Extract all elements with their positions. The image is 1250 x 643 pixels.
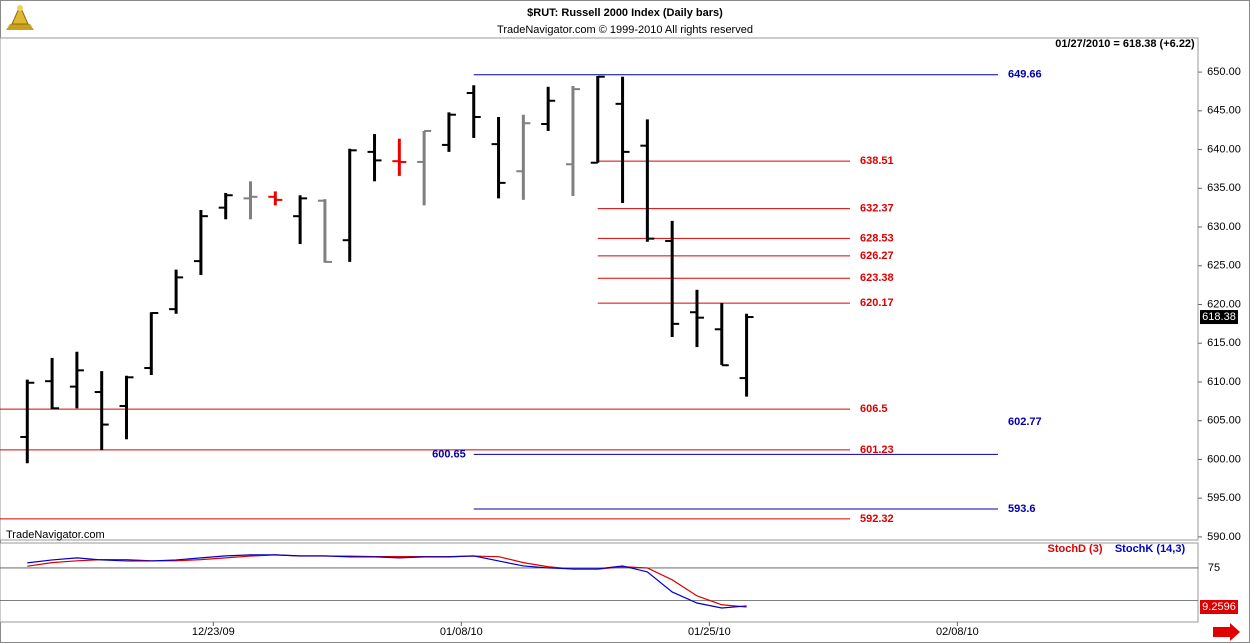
y-tick-label: 620.00 <box>1207 298 1241 310</box>
chart-subtitle: TradeNavigator.com © 1999-2010 All right… <box>497 24 753 36</box>
y-tick-label: 605.00 <box>1207 415 1241 427</box>
level-label: 628.53 <box>860 232 894 244</box>
y-tick-label: 75 <box>1208 562 1220 574</box>
last-price-label: 618.38 <box>1202 311 1236 323</box>
status-line: 01/27/2010 = 618.38 (+6.22) <box>1055 38 1195 50</box>
y-tick-label: 625.00 <box>1207 260 1241 272</box>
chart-title: $RUT: Russell 2000 Index (Daily bars) <box>527 7 723 19</box>
x-tick-label: 02/08/10 <box>936 626 979 638</box>
y-tick-label: 615.00 <box>1207 337 1241 349</box>
y-tick-label: 645.00 <box>1207 105 1241 117</box>
y-tick-label: 590.00 <box>1207 531 1241 543</box>
stoch-pane <box>0 542 1199 623</box>
level-label: 600.65 <box>432 448 466 460</box>
level-label: 606.5 <box>860 403 888 415</box>
y-tick-label: 595.00 <box>1207 492 1241 504</box>
y-tick-label: 640.00 <box>1207 143 1241 155</box>
y-tick-label: 610.00 <box>1207 376 1241 388</box>
y-tick-label: 630.00 <box>1207 221 1241 233</box>
scroll-arrow[interactable] <box>1213 623 1240 641</box>
legend-entry: StochD (3) <box>1048 543 1103 555</box>
level-label: 593.6 <box>1008 503 1036 515</box>
legend-entry: StochK (14,3) <box>1115 543 1186 555</box>
level-label: 638.51 <box>860 155 894 167</box>
logo <box>6 4 34 30</box>
level-label: 602.77 <box>1008 416 1042 428</box>
level-label: 626.27 <box>860 250 894 262</box>
x-tick-label: 01/08/10 <box>440 626 483 638</box>
level-label: 592.32 <box>860 513 894 525</box>
level-label: 620.17 <box>860 297 894 309</box>
level-label: 649.66 <box>1008 69 1042 81</box>
level-label: 601.23 <box>860 444 894 456</box>
last-value-box <box>1200 599 1238 614</box>
x-tick-label: 12/23/09 <box>192 626 235 638</box>
last-price-box <box>1200 310 1238 325</box>
y-tick-label: 635.00 <box>1207 182 1241 194</box>
watermark: TradeNavigator.com <box>6 529 105 541</box>
y-tick-label: 650.00 <box>1207 66 1241 78</box>
stoch-line <box>27 554 747 609</box>
level-label: 623.38 <box>860 272 894 284</box>
last-value-label: 9.2596 <box>1202 601 1236 613</box>
level-label: 632.37 <box>860 203 894 215</box>
y-tick-label: 600.00 <box>1207 453 1241 465</box>
x-tick-label: 01/25/10 <box>688 626 731 638</box>
